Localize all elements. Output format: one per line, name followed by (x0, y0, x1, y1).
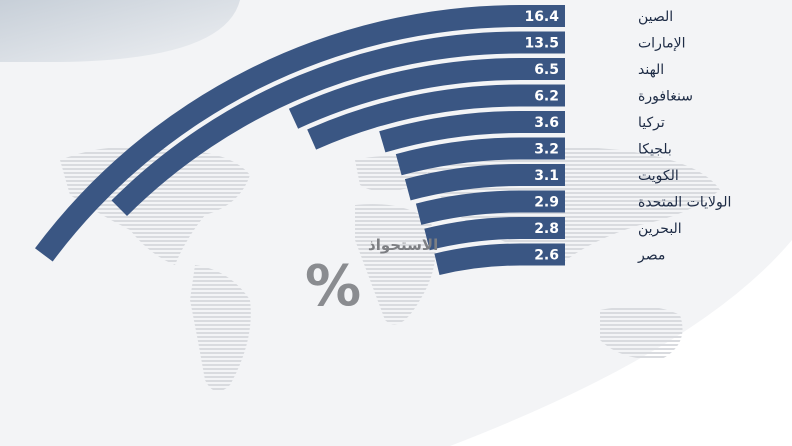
value-label-8: 2.9 (534, 195, 559, 211)
bar-10 (434, 243, 565, 275)
category-label-7: الكويت (638, 168, 679, 184)
value-label-9: 2.8 (534, 221, 559, 237)
value-label-10: 2.6 (534, 248, 559, 264)
value-label-5: 3.6 (534, 115, 559, 131)
value-label-1: 16.4 (524, 9, 559, 25)
bar-1 (35, 4, 565, 262)
category-label-2: الإمارات (638, 36, 685, 52)
bars-group: 16.4 الصين 13.5 الإمارات 6.5 الهند 6.2 سنغافورة… (35, 4, 731, 275)
bar-9 (424, 216, 565, 251)
category-label-9: البحرين (638, 221, 682, 237)
value-label-7: 3.1 (534, 168, 559, 184)
bar-7 (404, 164, 565, 201)
category-label-8: الولايات المتحدة (638, 195, 731, 211)
bar-2 (111, 31, 565, 216)
bar-4 (307, 84, 565, 150)
category-label-3: الهند (638, 62, 664, 78)
category-label-1: الصين (638, 9, 673, 25)
value-label-6: 3.2 (534, 142, 559, 158)
bar-6 (395, 137, 565, 176)
background-photo (0, 0, 240, 62)
category-label-5: تركيا (638, 115, 665, 131)
bar-5 (379, 111, 565, 153)
value-label-2: 13.5 (524, 36, 559, 52)
unit-label: الاستحواذ (368, 236, 438, 254)
category-label-6: بلجيكا (638, 142, 672, 158)
background-swoosh (450, 240, 792, 446)
value-label-3: 6.5 (534, 62, 559, 78)
category-label-10: مصر (637, 248, 665, 264)
bar-8 (415, 190, 565, 225)
value-label-4: 6.2 (534, 89, 559, 105)
category-label-4: سنغافورة (638, 89, 693, 105)
bar-3 (288, 58, 565, 129)
percent-symbol: % (305, 254, 361, 319)
